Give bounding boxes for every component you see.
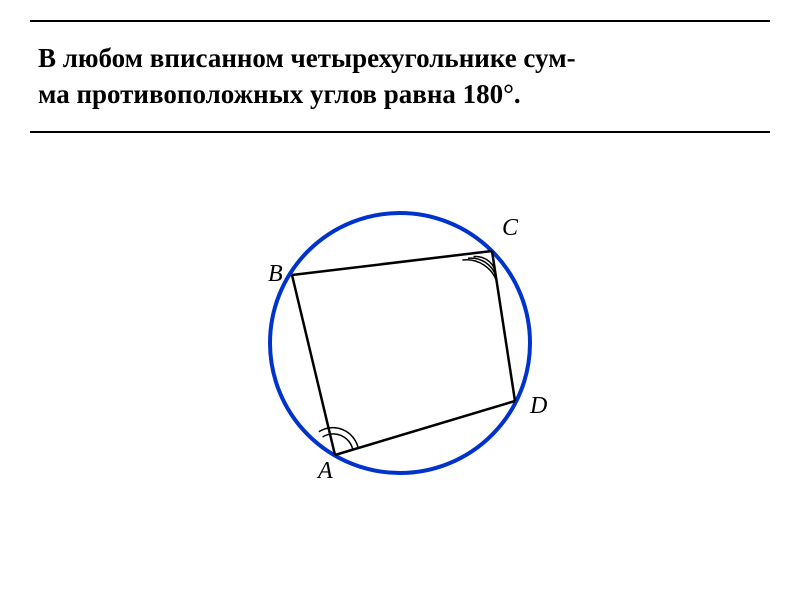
theorem-line-1: В любом вписанном четырехугольнике сум- — [38, 43, 576, 73]
theorem-box: В любом вписанном четырехугольнике сум- … — [30, 20, 770, 133]
vertex-label-D: D — [529, 393, 547, 419]
angle-mark-A-1 — [319, 428, 358, 447]
page-container: В любом вписанном четырехугольнике сум- … — [0, 0, 800, 600]
edge-DA — [335, 401, 515, 455]
vertex-label-A: A — [316, 458, 333, 484]
geometry-diagram: A B C D — [230, 173, 570, 513]
theorem-text: В любом вписанном четырехугольнике сум- … — [38, 40, 762, 113]
theorem-line-2: ма противоположных углов равна 180°. — [38, 79, 521, 109]
angle-marks — [319, 256, 497, 448]
diagram-container: A B C D — [30, 173, 770, 513]
angle-mark-A-0 — [323, 434, 353, 449]
vertex-label-B: B — [268, 261, 283, 287]
edge-BC — [292, 251, 492, 275]
vertex-label-C: C — [502, 215, 519, 241]
quadrilateral-edges — [292, 251, 515, 455]
